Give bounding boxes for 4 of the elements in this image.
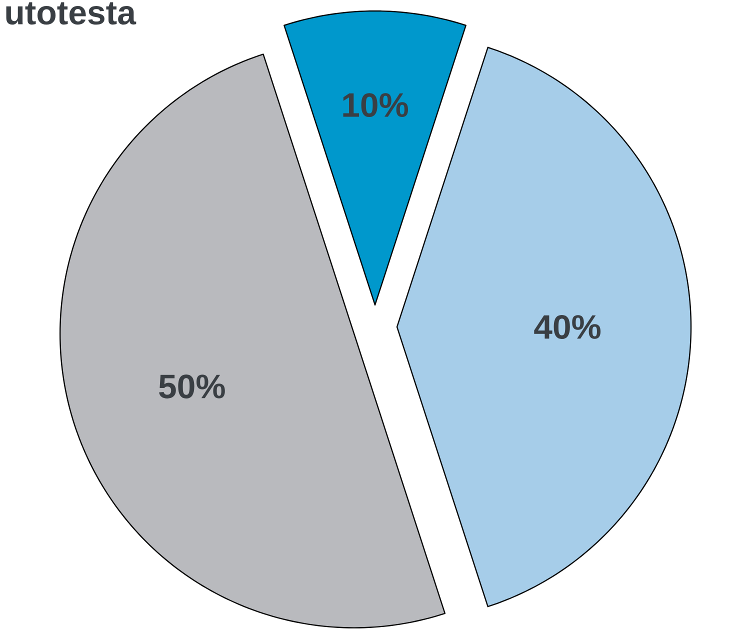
- data-label: 40%: [534, 315, 601, 339]
- data-label: 10%: [343, 93, 408, 118]
- text: utotesta: [6, 2, 136, 25]
- data-label: 50%: [159, 374, 225, 398]
